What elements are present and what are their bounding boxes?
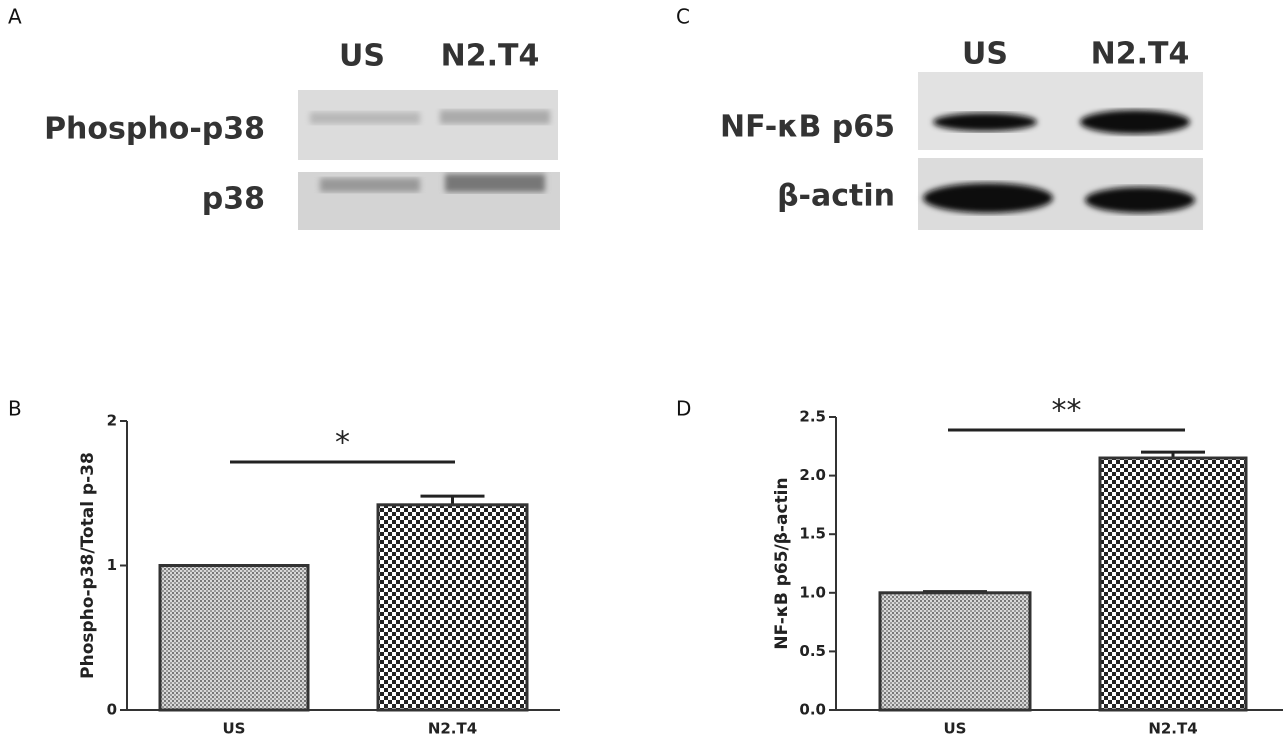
row-label: β-actin — [777, 179, 895, 214]
panel-letter: D — [676, 397, 691, 421]
lane-label: N2.T4 — [1091, 37, 1190, 72]
y-tick-label: 2.5 — [799, 408, 826, 426]
x-tick-label: N2.T4 — [1148, 720, 1197, 738]
blot-band — [310, 112, 420, 124]
bar — [1098, 456, 1248, 712]
blot-band — [923, 183, 1053, 213]
bar — [878, 591, 1032, 712]
x-tick-label: US — [944, 720, 967, 738]
blot-band — [320, 178, 420, 192]
lane-label: N2.T4 — [441, 39, 540, 74]
y-tick-label: 1 — [107, 556, 117, 574]
y-tick-label: 2 — [107, 412, 117, 430]
blot-strip — [298, 90, 558, 160]
y-axis-label: Phospho-p38/Total p-38 — [78, 452, 98, 679]
row-label: Phospho-p38 — [44, 112, 265, 147]
blot-band — [1085, 187, 1195, 213]
y-tick-label: 1.0 — [799, 583, 826, 601]
lane-label: US — [962, 37, 1008, 72]
y-tick-label: 0.0 — [799, 701, 826, 719]
significance-label: * — [335, 426, 350, 461]
blot-strip — [918, 72, 1203, 150]
row-label: p38 — [202, 182, 265, 217]
significance-label: ** — [1052, 394, 1082, 429]
blot-band — [1080, 110, 1190, 134]
bar — [158, 564, 310, 712]
y-tick-label: 2.0 — [799, 466, 826, 484]
panel-letter: B — [8, 397, 22, 421]
y-axis-label: NF-κB p65/β-actin — [772, 477, 792, 649]
y-tick-label: 0.5 — [799, 642, 826, 660]
y-tick-label: 1.5 — [799, 525, 826, 543]
blot-band — [440, 110, 550, 124]
row-label: NF-κB p65 — [720, 110, 895, 145]
y-tick-label: 0 — [107, 701, 117, 719]
blot-band — [933, 113, 1037, 131]
x-tick-label: N2.T4 — [428, 720, 477, 738]
blot-band — [445, 174, 545, 192]
panel-letter: C — [676, 5, 690, 29]
x-tick-label: US — [223, 720, 246, 738]
panel-letter: A — [8, 5, 22, 29]
lane-label: US — [339, 39, 385, 74]
bar — [376, 503, 529, 712]
